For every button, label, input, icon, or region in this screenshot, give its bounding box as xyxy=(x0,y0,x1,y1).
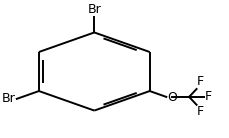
Text: F: F xyxy=(204,90,211,103)
Text: Br: Br xyxy=(1,92,15,105)
Text: F: F xyxy=(196,75,203,88)
Text: F: F xyxy=(196,105,203,118)
Text: Br: Br xyxy=(87,3,101,16)
Text: O: O xyxy=(167,91,177,104)
